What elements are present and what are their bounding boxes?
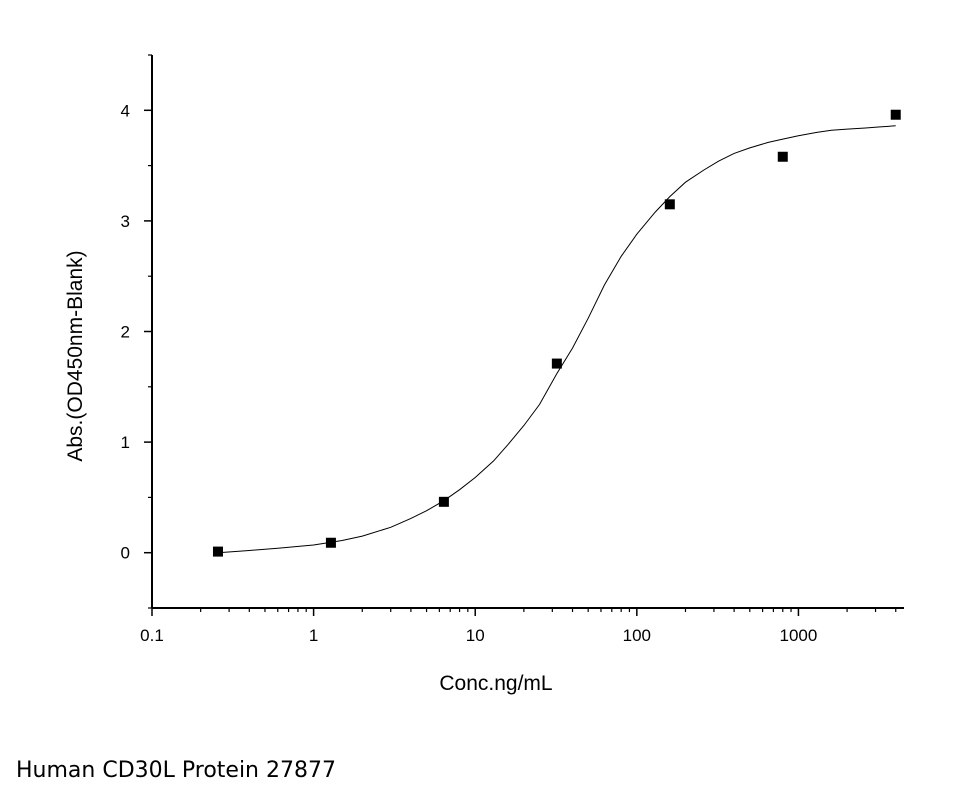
fit-curve-line bbox=[217, 125, 896, 554]
chart: 0.1 1 10 100 1000 0 1 2 3 4 Conc.ng/mL Abs.(OD45… bbox=[64, 54, 904, 695]
x-tick-label: 100 bbox=[623, 626, 651, 645]
data-point bbox=[890, 109, 901, 120]
x-tick-label: 1 bbox=[309, 626, 318, 645]
y-tick-label: 4 bbox=[121, 101, 130, 120]
y-tick-label: 3 bbox=[121, 212, 130, 231]
data-point bbox=[212, 546, 223, 557]
y-axis: 0 1 2 3 4 bbox=[121, 54, 153, 609]
plot-area bbox=[212, 109, 901, 557]
data-point bbox=[325, 537, 336, 548]
y-tick-label: 0 bbox=[121, 544, 130, 563]
x-axis: 0.1 1 10 100 1000 bbox=[140, 607, 904, 645]
data-point bbox=[777, 151, 788, 162]
data-point bbox=[438, 496, 449, 507]
y-axis-title: Abs.(OD450nm-Blank) bbox=[64, 250, 87, 461]
x-tick-label: 1000 bbox=[780, 626, 818, 645]
x-axis-title: Conc.ng/mL bbox=[439, 672, 552, 695]
data-point bbox=[664, 199, 675, 210]
figure-caption: Human CD30L Protein 27877 bbox=[16, 758, 336, 783]
y-tick-label: 1 bbox=[121, 433, 130, 452]
y-tick-label: 2 bbox=[121, 323, 130, 342]
x-tick-label: 0.1 bbox=[140, 626, 164, 645]
x-tick-label: 10 bbox=[466, 626, 485, 645]
data-point bbox=[551, 358, 562, 369]
